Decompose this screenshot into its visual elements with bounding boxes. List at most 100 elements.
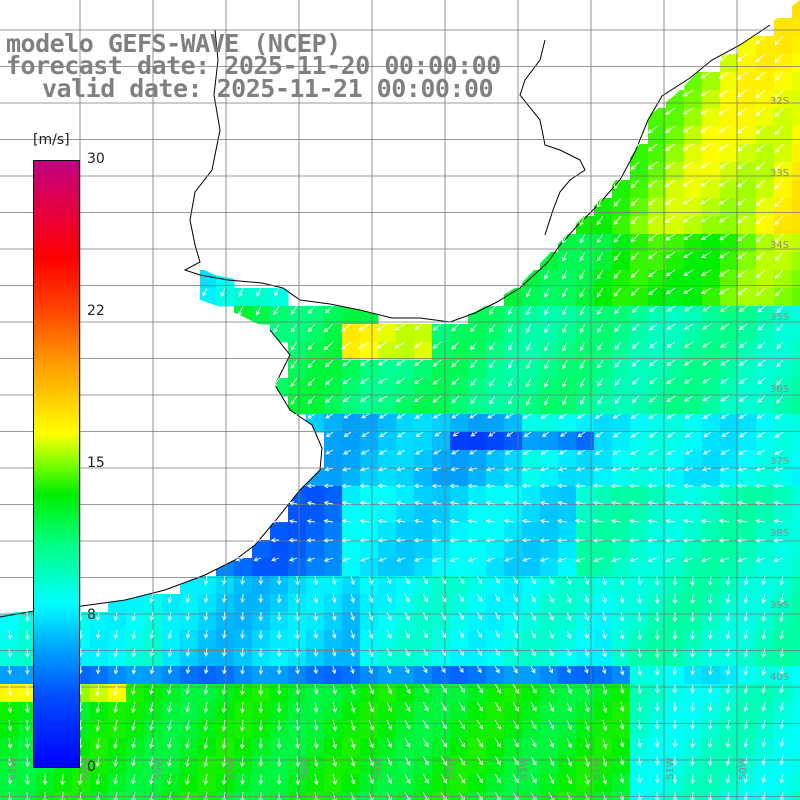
wind-cell <box>360 594 379 613</box>
wind-cell <box>378 450 397 469</box>
latitude-label: 36S <box>770 384 789 395</box>
wind-arrow <box>476 665 482 674</box>
wind-arrow <box>584 701 590 713</box>
wind-arrow <box>240 755 245 768</box>
wind-arrow <box>629 467 640 472</box>
wind-cell <box>756 270 775 289</box>
wind-cell <box>738 468 757 487</box>
wind-cell <box>738 450 757 469</box>
wind-arrow <box>700 161 712 169</box>
wind-arrow <box>566 575 572 586</box>
wind-cell <box>684 630 703 649</box>
wind-cell <box>756 774 775 793</box>
wind-arrow <box>222 665 227 675</box>
wind-arrow <box>488 431 496 437</box>
wind-cell <box>774 288 793 307</box>
wind-arrow <box>700 89 712 97</box>
wind-arrow <box>630 179 640 189</box>
wind-cell <box>774 396 793 415</box>
wind-cell <box>684 522 703 541</box>
wind-cell <box>738 216 757 235</box>
wind-cell <box>720 792 739 800</box>
wind-arrow <box>637 575 643 586</box>
valid-date: valid date: 2025-11-21 00:00:00 <box>42 74 494 103</box>
wind-cell <box>648 468 667 487</box>
wind-arrow <box>684 323 694 330</box>
wind-arrow <box>240 773 245 786</box>
wind-arrow <box>702 449 712 455</box>
wind-arrow <box>377 467 388 472</box>
wind-arrow <box>449 518 460 524</box>
wind-cell <box>432 540 451 559</box>
wind-cell <box>522 756 541 775</box>
wind-cell <box>216 648 235 667</box>
wind-arrow <box>530 701 537 712</box>
wind-cell <box>648 252 667 271</box>
wind-cell <box>594 594 613 613</box>
wind-arrow <box>360 557 370 562</box>
wind-arrow <box>707 593 713 605</box>
wind-arrow <box>755 557 766 563</box>
wind-cell <box>414 540 433 559</box>
wind-arrow <box>451 323 460 332</box>
wind-cell <box>720 126 739 145</box>
wind-arrow <box>404 773 411 784</box>
wind-arrow <box>440 665 446 674</box>
wind-cell <box>630 288 649 307</box>
wind-arrow <box>368 665 373 675</box>
wind-cell <box>648 234 667 253</box>
wind-cell <box>666 126 685 145</box>
wind-cell <box>612 738 631 757</box>
wind-arrow <box>548 683 555 694</box>
wind-cell <box>378 414 397 433</box>
wind-arrow <box>470 359 478 369</box>
wind-arrow <box>707 755 713 767</box>
wind-arrow <box>508 341 514 352</box>
wind-cell <box>540 774 559 793</box>
wind-cell <box>792 72 800 91</box>
wind-cell <box>450 684 469 703</box>
wind-arrow <box>637 791 642 800</box>
wind-arrow <box>548 737 555 748</box>
wind-arrow <box>414 323 424 330</box>
wind-cell <box>306 774 325 793</box>
wind-arrow <box>602 683 608 695</box>
wind-cell <box>486 486 505 505</box>
wind-arrow <box>307 341 316 351</box>
wind-arrow <box>368 611 374 621</box>
wind-cell <box>666 162 685 181</box>
wind-cell <box>612 594 631 613</box>
wind-arrow <box>306 519 316 524</box>
wind-cell <box>396 378 415 397</box>
wind-arrow <box>295 647 300 658</box>
wind-arrow <box>665 251 676 259</box>
wind-cell <box>558 396 577 415</box>
wind-cell <box>702 792 721 800</box>
wind-cell <box>396 630 415 649</box>
wind-arrow <box>396 466 406 472</box>
wind-cell <box>738 576 757 595</box>
wind-arrow <box>167 665 173 675</box>
wind-arrow <box>325 413 334 419</box>
wind-arrow <box>342 377 352 385</box>
wind-cell <box>396 486 415 505</box>
wind-cell <box>702 684 721 703</box>
wind-cell <box>216 792 235 800</box>
wind-cell <box>522 648 541 667</box>
wind-arrow <box>386 701 393 713</box>
wind-cell <box>486 540 505 559</box>
wind-cell <box>486 684 505 703</box>
wind-arrow <box>486 557 496 562</box>
wind-arrow <box>566 593 572 604</box>
wind-cell <box>540 486 559 505</box>
wind-cell <box>738 180 757 199</box>
wind-cell <box>612 486 631 505</box>
wind-arrow <box>131 647 137 658</box>
wind-arrow <box>258 593 264 604</box>
wind-arrow <box>619 791 625 800</box>
wind-cell <box>576 288 595 307</box>
wind-arrow <box>613 431 622 438</box>
wind-cell <box>540 594 559 613</box>
wind-arrow <box>539 500 550 506</box>
wind-cell <box>648 738 667 757</box>
